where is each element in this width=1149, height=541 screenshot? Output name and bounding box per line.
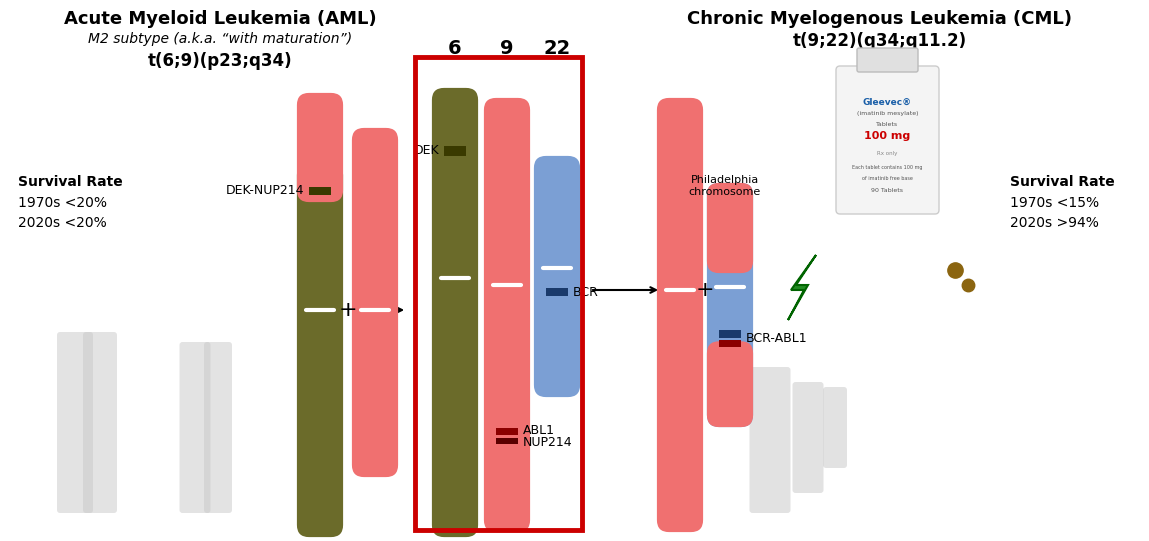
Text: 100 mg: 100 mg	[864, 131, 911, 141]
FancyBboxPatch shape	[719, 340, 741, 347]
Text: ABL1: ABL1	[523, 424, 555, 437]
Text: 90 Tablets: 90 Tablets	[871, 188, 903, 193]
FancyBboxPatch shape	[205, 342, 232, 513]
FancyBboxPatch shape	[707, 183, 753, 427]
FancyBboxPatch shape	[352, 128, 398, 477]
Polygon shape	[788, 255, 816, 320]
FancyBboxPatch shape	[57, 332, 93, 513]
Text: 2020s <20%: 2020s <20%	[18, 216, 107, 230]
FancyBboxPatch shape	[484, 98, 530, 532]
FancyBboxPatch shape	[496, 428, 518, 435]
Text: Gleevec®: Gleevec®	[863, 97, 912, 107]
FancyBboxPatch shape	[546, 288, 568, 296]
FancyBboxPatch shape	[657, 98, 703, 532]
Text: 6: 6	[448, 39, 462, 58]
FancyBboxPatch shape	[707, 341, 753, 427]
Text: Chronic Myelogenous Leukemia (CML): Chronic Myelogenous Leukemia (CML)	[687, 10, 1072, 28]
Text: Tablets: Tablets	[877, 122, 899, 127]
Text: NUP214: NUP214	[523, 436, 572, 448]
Text: M2 subtype (a.k.a. “with maturation”): M2 subtype (a.k.a. “with maturation”)	[88, 32, 352, 46]
Text: DEK: DEK	[414, 144, 439, 157]
FancyBboxPatch shape	[707, 183, 753, 273]
FancyBboxPatch shape	[793, 382, 824, 493]
FancyBboxPatch shape	[296, 93, 344, 202]
FancyBboxPatch shape	[719, 330, 741, 338]
Text: t(9;22)(q34;q11.2): t(9;22)(q34;q11.2)	[793, 32, 967, 50]
FancyBboxPatch shape	[857, 48, 918, 72]
Text: 9: 9	[500, 39, 514, 58]
FancyBboxPatch shape	[179, 342, 210, 513]
Text: 2020s >94%: 2020s >94%	[1010, 216, 1098, 230]
Text: +: +	[338, 300, 357, 320]
FancyBboxPatch shape	[83, 332, 117, 513]
Text: Survival Rate: Survival Rate	[18, 175, 123, 189]
Text: BCR: BCR	[573, 286, 599, 299]
Text: Rx only: Rx only	[878, 151, 897, 156]
Text: Philadelphia: Philadelphia	[691, 175, 759, 185]
FancyBboxPatch shape	[749, 367, 791, 513]
Text: Acute Myeloid Leukemia (AML): Acute Myeloid Leukemia (AML)	[63, 10, 377, 28]
Bar	[415, 57, 583, 530]
FancyBboxPatch shape	[823, 387, 847, 468]
Text: chromosome: chromosome	[689, 187, 761, 197]
Text: (imatinib mesylate): (imatinib mesylate)	[857, 111, 918, 116]
Text: +: +	[695, 280, 715, 300]
Text: t(6;9)(p23;q34): t(6;9)(p23;q34)	[148, 52, 292, 70]
FancyBboxPatch shape	[309, 187, 331, 195]
Text: 22: 22	[543, 39, 571, 58]
FancyBboxPatch shape	[432, 88, 478, 537]
Text: BCR-ABL1: BCR-ABL1	[746, 332, 808, 345]
FancyBboxPatch shape	[836, 66, 939, 214]
Text: 1970s <15%: 1970s <15%	[1010, 196, 1100, 210]
Text: DEK-NUP214: DEK-NUP214	[225, 184, 304, 197]
FancyBboxPatch shape	[296, 163, 344, 537]
FancyBboxPatch shape	[534, 156, 580, 397]
Text: of imatinib free base: of imatinib free base	[862, 175, 913, 181]
FancyBboxPatch shape	[444, 146, 466, 156]
FancyBboxPatch shape	[496, 438, 518, 444]
Text: Survival Rate: Survival Rate	[1010, 175, 1115, 189]
Text: 1970s <20%: 1970s <20%	[18, 196, 107, 210]
Text: Each tablet contains 100 mg: Each tablet contains 100 mg	[853, 166, 923, 170]
